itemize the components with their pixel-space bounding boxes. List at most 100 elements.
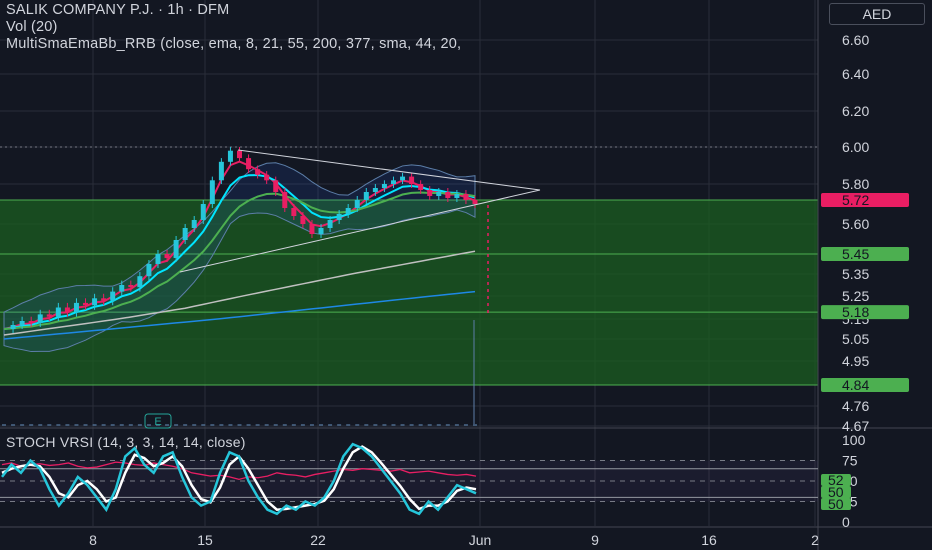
volume-bar: [391, 424, 396, 426]
stoch-value-tag: [821, 486, 851, 498]
candle-body: [273, 180, 279, 192]
volume-bar: [192, 424, 197, 426]
candle-body: [64, 307, 70, 313]
candle-body: [128, 285, 134, 288]
stoch-pane: [0, 442, 818, 516]
candle-body: [110, 291, 116, 301]
candle-body: [309, 224, 315, 234]
stoch-value-tag-label: 50: [828, 496, 844, 512]
time-tick-label: 8: [89, 532, 97, 548]
candle-body: [37, 314, 43, 323]
volume-bar: [2, 424, 6, 426]
candle-body: [354, 200, 360, 208]
volume-bar: [473, 424, 477, 426]
stoch-k-line: [1, 442, 477, 516]
candle-body: [55, 307, 61, 317]
time-tick-label: Jun: [469, 532, 492, 548]
candle-body: [291, 208, 297, 216]
candle-body: [28, 321, 34, 323]
price-axis[interactable]: 6.606.406.206.005.805.605.455.355.255.15…: [821, 32, 909, 530]
volume-bar: [74, 424, 79, 426]
time-tick-label: 15: [197, 532, 213, 548]
time-axis[interactable]: 8 15 22 Jun 9 16 2: [89, 532, 819, 548]
currency-button[interactable]: AED: [829, 3, 925, 25]
volume-legend[interactable]: Vol (20): [6, 19, 58, 35]
candle-body: [246, 158, 252, 170]
candle-body: [46, 314, 52, 317]
candle-body: [418, 184, 424, 190]
candle-body: [227, 150, 233, 162]
price-tag-label: 4.84: [842, 377, 869, 393]
volume-bar: [101, 424, 106, 426]
time-tick-label: 16: [701, 532, 717, 548]
time-tick-label: 2: [811, 532, 819, 548]
earnings-marker: [144, 413, 172, 429]
rsi-line: [1, 461, 477, 481]
candlesticks: [10, 147, 478, 333]
indicator-legend[interactable]: MultiSmaEmaBb_RRB (close, ema, 8, 21, 55…: [6, 36, 462, 52]
triangle-trendlines: [179, 149, 541, 424]
volume-bar: [282, 424, 287, 426]
candle-body: [218, 161, 224, 181]
price-tag: [821, 305, 909, 320]
candle-body: [264, 174, 270, 181]
candle-body: [472, 200, 478, 204]
candle-body: [336, 214, 342, 220]
candle-body: [282, 192, 288, 208]
stoch-tick-label: 75: [842, 453, 858, 469]
time-tick-label: 9: [591, 532, 599, 548]
earnings-marker-label: E: [154, 416, 161, 428]
price-tick-label: 5.80: [842, 176, 869, 192]
candle-body: [445, 192, 451, 198]
volume-bar: [83, 424, 88, 426]
price-tag-label: 5.45: [842, 246, 869, 262]
volume-bar: [183, 424, 188, 426]
volume-bar: [463, 424, 468, 426]
volume-bar: [56, 424, 61, 426]
price-tick-label: 4.95: [842, 353, 869, 369]
price-tick-label: 6.00: [842, 139, 869, 155]
price-tick-label: 5.35: [842, 266, 869, 282]
volume-bar: [11, 424, 16, 426]
volume-bar: [364, 424, 369, 426]
candle-body: [327, 220, 333, 228]
price-tick-label: 6.20: [842, 103, 869, 119]
candle-body: [73, 302, 79, 313]
ma-line-ema200: [3, 250, 476, 336]
volume-bar: [400, 424, 405, 426]
price-tag-label: 5.72: [842, 192, 869, 208]
zone-rect: [0, 200, 818, 385]
stoch-legend[interactable]: STOCH VRSI (14, 3, 3, 14, 14, close): [6, 434, 246, 450]
price-tick-label: 5.60: [842, 216, 869, 232]
price-tag: [821, 247, 909, 261]
time-tick-label: 22: [310, 532, 326, 548]
stoch-value-tag: [821, 474, 851, 486]
volume-bar: [165, 424, 170, 426]
price-tick-label: 4.76: [842, 398, 869, 414]
candle-body: [209, 180, 215, 204]
volume-bar: [47, 424, 52, 426]
volume-bar: [309, 424, 314, 426]
ma-line-ema377: [3, 290, 476, 340]
chart-title[interactable]: SALIK COMPANY P.J. · 1h · DFM: [6, 2, 230, 18]
volume-bar: [328, 424, 333, 426]
volume-bars: E: [2, 413, 477, 429]
volume-bar: [110, 424, 115, 426]
candle-body: [427, 190, 433, 196]
volume-bar: [237, 424, 242, 426]
ma-line-ema21: [3, 174, 476, 330]
volume-bar: [454, 424, 459, 426]
price-tick-label: 6.60: [842, 32, 869, 48]
candle-body: [255, 169, 261, 175]
volume-bar: [382, 424, 387, 426]
candle-body: [200, 204, 206, 220]
candle-body: [237, 150, 242, 159]
stoch-value-tag: [821, 498, 851, 510]
volume-bar: [146, 424, 151, 426]
stoch-tick-label: 100: [842, 432, 866, 448]
volume-bar: [174, 424, 179, 426]
stoch-value-tag-label: 50: [828, 484, 844, 500]
price-tick-label: 4.67: [842, 418, 869, 434]
volume-bar: [210, 424, 215, 426]
